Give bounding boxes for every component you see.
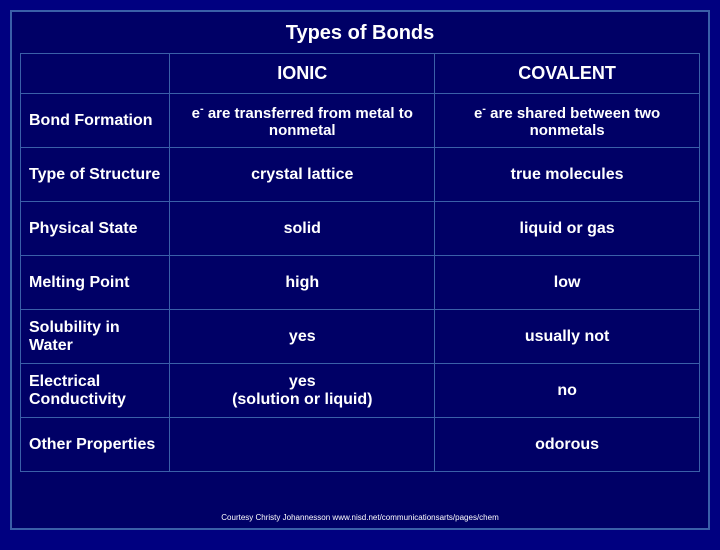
table-row: Type of Structure crystal lattice true m… xyxy=(21,148,700,202)
cell-text: are shared between two nonmetals xyxy=(486,105,660,139)
table-row: Solubility in Water yes usually not xyxy=(21,310,700,364)
header-ionic: IONIC xyxy=(170,54,435,94)
slide-container: Types of Bonds IONIC COVALENT Bond Forma… xyxy=(10,10,710,530)
cell-text: e xyxy=(192,105,200,122)
row-label: Physical State xyxy=(21,202,170,256)
row-label: Other Properties xyxy=(21,418,170,472)
cell-ionic: solid xyxy=(170,202,435,256)
credit-line: Courtesy Christy Johannesson www.nisd.ne… xyxy=(12,513,708,522)
row-label: Melting Point xyxy=(21,256,170,310)
header-covalent: COVALENT xyxy=(435,54,700,94)
row-label: Electrical Conductivity xyxy=(21,364,170,418)
cell-covalent: usually not xyxy=(435,310,700,364)
cell-covalent: low xyxy=(435,256,700,310)
cell-covalent: no xyxy=(435,364,700,418)
cell-ionic: yes xyxy=(170,310,435,364)
cell-text: are transferred from metal to nonmetal xyxy=(204,105,413,139)
table-row: Bond Formation e- are transferred from m… xyxy=(21,94,700,148)
row-label: Bond Formation xyxy=(21,94,170,148)
header-row: IONIC COVALENT xyxy=(21,54,700,94)
cell-covalent: e- are shared between two nonmetals xyxy=(435,94,700,148)
bonds-table: IONIC COVALENT Bond Formation e- are tra… xyxy=(20,53,700,472)
row-label: Type of Structure xyxy=(21,148,170,202)
cell-ionic xyxy=(170,418,435,472)
table-row: Physical State solid liquid or gas xyxy=(21,202,700,256)
cell-covalent: true molecules xyxy=(435,148,700,202)
header-blank xyxy=(21,54,170,94)
cell-covalent: odorous xyxy=(435,418,700,472)
row-label: Solubility in Water xyxy=(21,310,170,364)
table-row: Other Properties odorous xyxy=(21,418,700,472)
slide-title: Types of Bonds xyxy=(12,12,708,53)
cell-covalent: liquid or gas xyxy=(435,202,700,256)
cell-ionic: crystal lattice xyxy=(170,148,435,202)
cell-ionic: e- are transferred from metal to nonmeta… xyxy=(170,94,435,148)
cell-ionic: yes (solution or liquid) xyxy=(170,364,435,418)
table-row: Melting Point high low xyxy=(21,256,700,310)
cell-ionic: high xyxy=(170,256,435,310)
table-row: Electrical Conductivity yes (solution or… xyxy=(21,364,700,418)
